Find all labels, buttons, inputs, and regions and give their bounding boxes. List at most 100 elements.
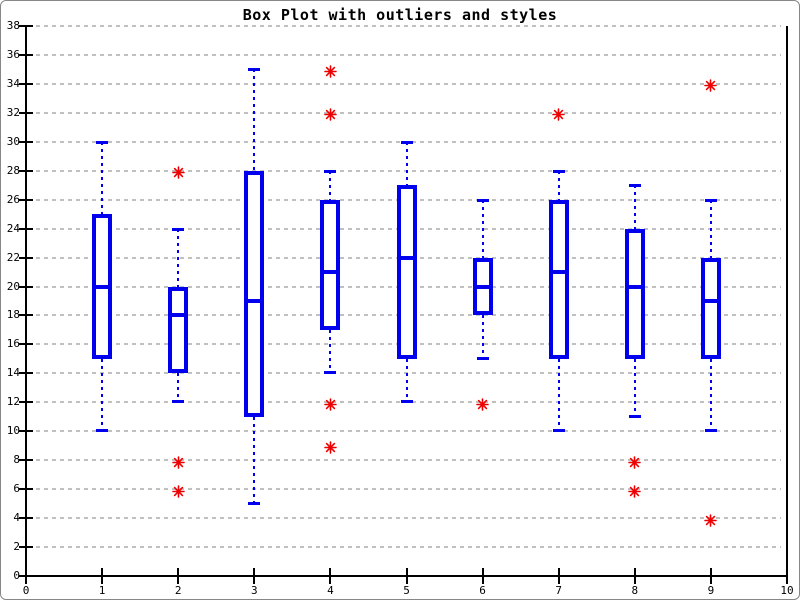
- x-tick-label: 6: [479, 584, 486, 597]
- y-tick-label: 26: [6, 192, 20, 206]
- median-line: [168, 313, 189, 318]
- whisker-upper-stem: [405, 141, 408, 186]
- whisker-lower-stem: [253, 416, 256, 504]
- whisker-lower-stem: [481, 315, 484, 359]
- y-tick: [19, 25, 33, 27]
- whisker-upper-cap: [628, 184, 641, 188]
- whisker-lower-stem: [709, 358, 712, 432]
- y-tick-label: 16: [6, 337, 20, 351]
- whisker-lower-stem: [329, 329, 332, 374]
- y-gridline: [28, 546, 781, 549]
- box-iqr: [548, 199, 569, 359]
- median-line: [396, 255, 417, 260]
- median-line: [548, 270, 569, 275]
- x-tick: [557, 568, 560, 584]
- y-tick: [19, 401, 33, 404]
- y-tick: [19, 140, 33, 143]
- whisker-lower-cap: [476, 356, 489, 360]
- whisker-lower-stem: [557, 358, 560, 432]
- outlier-marker: [324, 106, 337, 122]
- outlier-marker: [171, 164, 185, 180]
- whisker-upper-stem: [481, 199, 484, 258]
- outlier-marker: [324, 439, 337, 455]
- x-tick: [633, 568, 636, 584]
- right-frame-line: [786, 26, 788, 577]
- x-tick: [709, 568, 712, 584]
- whisker-upper-cap: [704, 198, 717, 202]
- x-tick: [253, 568, 256, 584]
- outlier-marker: [704, 77, 718, 93]
- x-tick: [101, 568, 104, 584]
- median-line: [320, 270, 341, 275]
- x-tick: [329, 568, 332, 584]
- x-tick-label: 4: [327, 584, 334, 597]
- x-tick-label: 1: [98, 584, 106, 597]
- median-line: [700, 299, 721, 303]
- chart-title: Box Plot with outliers and styles: [242, 6, 558, 24]
- whisker-upper-cap: [324, 169, 337, 173]
- whisker-upper-stem: [329, 170, 332, 200]
- y-gridline: [28, 459, 781, 462]
- y-tick: [19, 546, 33, 549]
- x-tick-label: 0: [22, 584, 30, 597]
- y-tick-label: 36: [6, 47, 20, 61]
- y-tick: [19, 517, 33, 520]
- y-tick: [19, 111, 33, 114]
- y-tick-label: 6: [13, 482, 20, 496]
- whisker-upper-stem: [557, 170, 560, 200]
- y-gridline: [28, 169, 781, 172]
- y-tick: [19, 459, 33, 462]
- x-tick-label: 8: [631, 584, 639, 597]
- outlier-marker: [324, 63, 337, 78]
- y-tick: [19, 372, 33, 375]
- median-line: [92, 284, 113, 289]
- median-line: [244, 299, 265, 303]
- y-axis-line: [25, 26, 27, 577]
- outlier-marker: [704, 512, 718, 527]
- whisker-upper-cap: [248, 68, 261, 72]
- x-tick: [786, 568, 788, 584]
- y-tick-label: 20: [6, 279, 20, 293]
- y-tick: [19, 53, 33, 56]
- outlier-marker: [628, 454, 642, 469]
- x-tick-label: 7: [555, 584, 562, 597]
- median-line: [624, 284, 645, 289]
- y-tick-label: 34: [6, 76, 20, 90]
- box-iqr: [396, 185, 417, 359]
- outlier-marker: [171, 454, 185, 469]
- x-tick-label: 5: [403, 584, 410, 597]
- whisker-upper-stem: [177, 228, 180, 287]
- y-gridline: [28, 430, 781, 433]
- x-tick-label: 10: [780, 584, 794, 597]
- y-tick-label: 2: [13, 540, 20, 554]
- whisker-lower-cap: [400, 400, 413, 404]
- box-iqr: [320, 199, 341, 330]
- y-gridline: [28, 372, 781, 375]
- box-iqr: [700, 257, 721, 359]
- y-tick: [19, 314, 33, 317]
- outlier-marker: [324, 396, 337, 411]
- outlier-marker: [476, 396, 489, 411]
- y-tick-label: 8: [13, 453, 20, 467]
- whisker-lower-cap: [628, 414, 641, 418]
- y-tick: [19, 488, 33, 491]
- y-gridline: [28, 517, 781, 520]
- y-tick: [19, 256, 33, 259]
- outlier-marker: [552, 106, 565, 122]
- whisker-lower-stem: [101, 358, 104, 432]
- y-tick-label: 14: [6, 366, 20, 380]
- y-tick: [19, 227, 33, 230]
- y-tick-label: 12: [6, 395, 20, 409]
- median-line: [472, 284, 493, 289]
- whisker-upper-stem: [101, 141, 104, 215]
- y-gridline: [28, 111, 781, 114]
- whisker-lower-stem: [633, 358, 636, 417]
- y-gridline: [28, 53, 781, 56]
- y-tick: [19, 82, 33, 85]
- whisker-lower-stem: [177, 373, 180, 403]
- whisker-upper-stem: [253, 69, 256, 171]
- whisker-lower-cap: [248, 501, 261, 505]
- y-tick-label: 18: [6, 308, 20, 322]
